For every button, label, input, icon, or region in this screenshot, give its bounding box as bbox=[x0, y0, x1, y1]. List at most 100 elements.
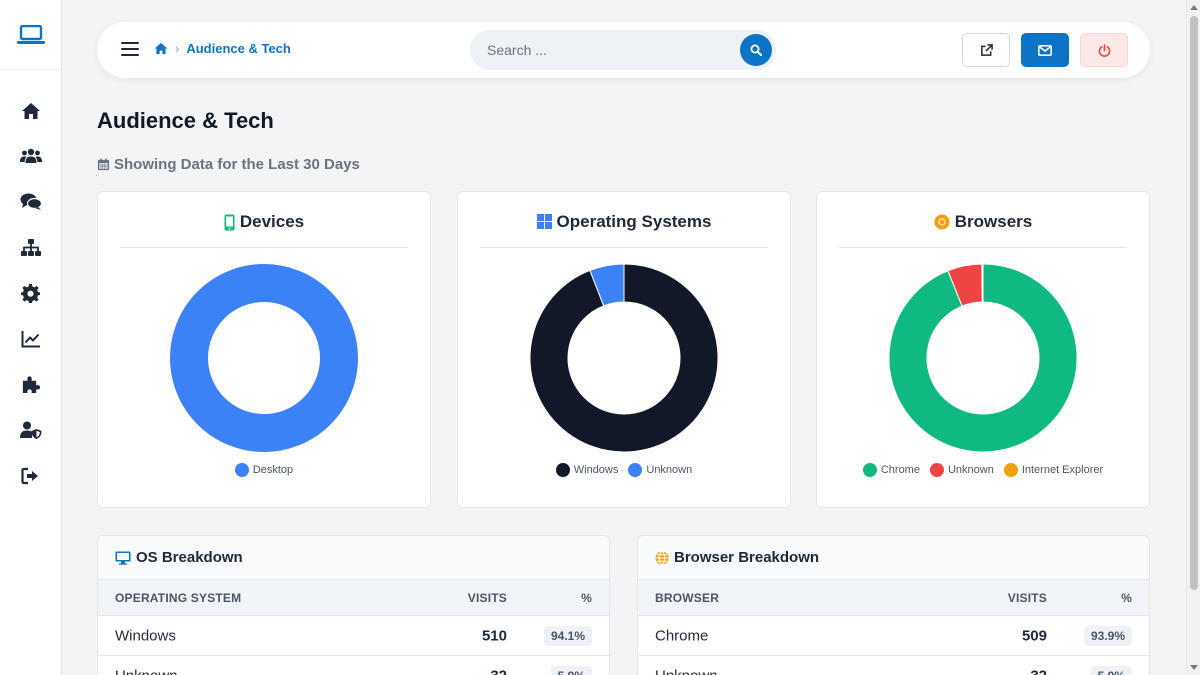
legend-item-chrome[interactable]: Chrome bbox=[862, 463, 920, 477]
breadcrumb-separator: › bbox=[175, 41, 180, 56]
row-percent-badge: 94.1% bbox=[543, 625, 592, 646]
nav-messages[interactable] bbox=[0, 179, 62, 225]
page-title: Audience & Tech bbox=[97, 108, 274, 133]
chart-line-icon bbox=[21, 330, 40, 348]
legend-item-desktop[interactable]: Desktop bbox=[234, 463, 294, 477]
desktop-icon bbox=[115, 551, 131, 565]
nav-settings[interactable] bbox=[0, 270, 62, 316]
home-icon bbox=[21, 102, 40, 119]
calendar-icon bbox=[97, 158, 110, 171]
date-range-text: Showing Data for the Last 30 Days bbox=[114, 156, 360, 173]
row-percent-badge: 5.9% bbox=[550, 665, 592, 675]
legend-label: Unknown bbox=[947, 464, 994, 476]
puzzle-icon bbox=[22, 376, 40, 393]
legend-item-windows[interactable]: Windows bbox=[555, 463, 619, 477]
comments-icon bbox=[20, 193, 42, 210]
column-header[interactable]: % bbox=[1121, 590, 1132, 605]
external-link-icon bbox=[980, 43, 993, 56]
browsers-legend: Chrome Unknown Internet Explorer bbox=[817, 463, 1149, 477]
chrome-icon bbox=[934, 214, 950, 230]
search-icon bbox=[750, 44, 762, 56]
nav-logout[interactable] bbox=[0, 453, 62, 499]
donut-slice-unknown[interactable] bbox=[589, 264, 625, 307]
search-input[interactable] bbox=[487, 30, 727, 70]
table-row[interactable]: Unknown 32 5.9% bbox=[98, 656, 609, 675]
laptop-icon bbox=[16, 24, 45, 44]
browser-breakdown-title: Browser Breakdown bbox=[674, 549, 820, 566]
row-name: Chrome bbox=[655, 627, 709, 644]
windows-icon bbox=[536, 214, 552, 229]
os-legend: Windows Unknown bbox=[458, 463, 790, 477]
devices-card-header: Devices bbox=[120, 212, 408, 248]
devices-legend: Desktop bbox=[98, 463, 430, 477]
table-header-row: OPERATING SYSTEM VISITS % bbox=[98, 580, 609, 616]
devices-donut-chart bbox=[170, 264, 358, 452]
browsers-card-header: Browsers bbox=[839, 212, 1127, 248]
users-icon bbox=[19, 149, 42, 164]
nav-structure[interactable] bbox=[0, 225, 62, 271]
column-header[interactable]: VISITS bbox=[467, 590, 507, 605]
nav-user-security[interactable] bbox=[0, 407, 62, 453]
row-percent-badge: 93.9% bbox=[1083, 625, 1132, 646]
open-external-button[interactable] bbox=[962, 33, 1010, 67]
row-name: Windows bbox=[115, 627, 176, 644]
messages-button[interactable] bbox=[1021, 33, 1069, 67]
browsers-card: Browsers Chrome Unknown Internet Explore… bbox=[816, 191, 1150, 508]
sign-out-icon bbox=[20, 467, 38, 484]
devices-card: Devices Desktop bbox=[97, 191, 431, 508]
legend-swatch bbox=[1003, 463, 1018, 477]
nav-integrations[interactable] bbox=[0, 362, 62, 408]
devices-card-title: Devices bbox=[239, 212, 305, 231]
nav-analytics[interactable] bbox=[0, 316, 62, 362]
legend-item-internet-explorer[interactable]: Internet Explorer bbox=[1003, 463, 1103, 477]
search-bar bbox=[470, 30, 776, 70]
legend-label: Unknown bbox=[646, 464, 693, 476]
row-name: Unknown bbox=[655, 667, 718, 675]
legend-item-unknown[interactable]: Unknown bbox=[628, 463, 692, 477]
browsers-card-title: Browsers bbox=[954, 212, 1033, 231]
donut-slice-windows[interactable] bbox=[530, 264, 718, 452]
legend-swatch bbox=[234, 463, 249, 477]
date-range-label: Showing Data for the Last 30 Days bbox=[97, 156, 360, 173]
table-row[interactable]: Windows 510 94.1% bbox=[98, 616, 609, 656]
scrollbar-thumb[interactable] bbox=[1190, 16, 1198, 590]
gear-icon bbox=[21, 283, 40, 303]
column-header[interactable]: OPERATING SYSTEM bbox=[115, 590, 242, 605]
legend-label: Windows bbox=[573, 464, 619, 476]
donut-slice-chrome[interactable] bbox=[889, 264, 1077, 452]
breadcrumb-home-icon[interactable] bbox=[154, 42, 168, 55]
envelope-icon bbox=[1038, 44, 1052, 56]
menu-toggle-icon[interactable] bbox=[121, 42, 139, 58]
top-header: › Audience & Tech bbox=[97, 22, 1150, 78]
nav-home[interactable] bbox=[0, 88, 62, 134]
legend-swatch bbox=[555, 463, 570, 477]
browsers-donut-chart bbox=[889, 264, 1077, 452]
legend-item-unknown[interactable]: Unknown bbox=[929, 463, 994, 477]
os-breakdown-title: OS Breakdown bbox=[136, 549, 243, 566]
table-header-row: BROWSER VISITS % bbox=[638, 580, 1149, 616]
donut-slice-internet-explorer[interactable] bbox=[981, 264, 984, 303]
donut-slice-desktop[interactable] bbox=[170, 264, 358, 452]
os-card-header: Operating Systems bbox=[480, 212, 768, 248]
row-visits: 32 bbox=[490, 667, 507, 675]
scroll-up-arrow-icon[interactable] bbox=[1190, 5, 1198, 10]
scroll-down-arrow-icon[interactable] bbox=[1190, 665, 1198, 670]
app-logo[interactable] bbox=[0, 0, 61, 70]
column-header[interactable]: BROWSER bbox=[655, 590, 720, 605]
page-scrollbar[interactable] bbox=[1186, 0, 1200, 675]
breadcrumb: › Audience & Tech bbox=[154, 41, 291, 56]
breadcrumb-current[interactable]: Audience & Tech bbox=[186, 41, 291, 56]
table-row[interactable]: Chrome 509 93.9% bbox=[638, 616, 1149, 656]
nav-users[interactable] bbox=[0, 134, 62, 180]
column-header[interactable]: VISITS bbox=[1007, 590, 1047, 605]
column-header[interactable]: % bbox=[581, 590, 592, 605]
row-percent-badge: 5.9% bbox=[1090, 665, 1132, 675]
search-button[interactable] bbox=[740, 34, 772, 66]
row-name: Unknown bbox=[115, 667, 178, 675]
logout-button[interactable] bbox=[1080, 33, 1128, 67]
legend-swatch bbox=[628, 463, 643, 477]
legend-label: Desktop bbox=[252, 464, 294, 476]
legend-swatch bbox=[862, 463, 877, 477]
sidebar bbox=[0, 0, 62, 675]
table-row[interactable]: Unknown 32 5.9% bbox=[638, 656, 1149, 675]
